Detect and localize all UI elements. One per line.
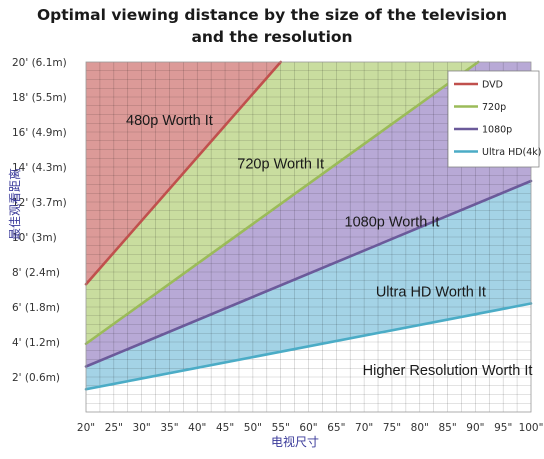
- region-label: 480p Worth It: [126, 113, 213, 129]
- x-axis-label: 电视尺寸: [271, 434, 319, 449]
- region-higher-resolution: [86, 303, 531, 412]
- y-tick-label: 12' (3.7m): [12, 197, 67, 209]
- x-tick-label: 80": [411, 422, 429, 434]
- region-1080p: [86, 62, 531, 367]
- y-tick-label: 10' (3m): [12, 232, 57, 244]
- x-tick-label: 25": [105, 422, 123, 434]
- plot-frame: [85, 61, 532, 413]
- ultra-hd-line: [84, 302, 533, 391]
- chart-title: Optimal viewing distance by the size of …: [0, 4, 544, 48]
- x-tick-label: 90": [466, 422, 484, 434]
- 720p-line: [84, 60, 480, 346]
- y-tick-label: 16' (4.9m): [12, 127, 67, 139]
- y-tick-label: 8' (2.4m): [12, 267, 60, 279]
- legend-entry: Ultra HD(4k): [482, 147, 541, 158]
- x-tick-label: 75": [383, 422, 401, 434]
- y-tick-label: 4' (1.2m): [12, 337, 60, 349]
- region-ultra-hd: [86, 181, 531, 390]
- region-480p: [86, 62, 531, 285]
- legend-entry: DVD: [482, 80, 503, 91]
- x-tick-label: 35": [160, 422, 178, 434]
- legend-entry: 1080p: [482, 125, 512, 136]
- y-tick-label: 2' (0.6m): [12, 372, 60, 384]
- legend-entry: 720p: [482, 102, 506, 113]
- y-tick-label: 18' (5.5m): [12, 92, 67, 104]
- y-axis-label: 最佳观看距离: [7, 168, 22, 240]
- x-tick-label: 20": [77, 422, 95, 434]
- y-tick-label: 6' (1.8m): [12, 302, 60, 314]
- 1080p-line: [84, 179, 533, 368]
- region-720p: [86, 62, 531, 344]
- chart-title-line-2: and the resolution: [191, 28, 353, 46]
- x-tick-label: 95": [494, 422, 512, 434]
- chart-title-line-1: Optimal viewing distance by the size of …: [37, 6, 507, 24]
- region-label: 720p Worth It: [237, 157, 324, 173]
- y-tick-label: 20' (6.1m): [12, 57, 67, 69]
- x-tick-label: 45": [216, 422, 234, 434]
- x-tick-label: 65": [327, 422, 345, 434]
- x-tick-label: 55": [272, 422, 290, 434]
- dvd-line: [84, 60, 282, 286]
- region-label: Higher Resolution Worth It: [363, 363, 533, 379]
- x-tick-label: 50": [244, 422, 262, 434]
- x-tick-label: 85": [438, 422, 456, 434]
- region-label: 1080p Worth It: [345, 214, 440, 230]
- x-tick-label: 70": [355, 422, 373, 434]
- x-tick-label: 60": [299, 422, 317, 434]
- y-tick-label: 14' (4.3m): [12, 162, 67, 174]
- x-tick-label: 100": [519, 422, 544, 434]
- x-tick-label: 30": [133, 422, 151, 434]
- region-label: Ultra HD Worth It: [376, 284, 486, 300]
- x-tick-label: 40": [188, 422, 206, 434]
